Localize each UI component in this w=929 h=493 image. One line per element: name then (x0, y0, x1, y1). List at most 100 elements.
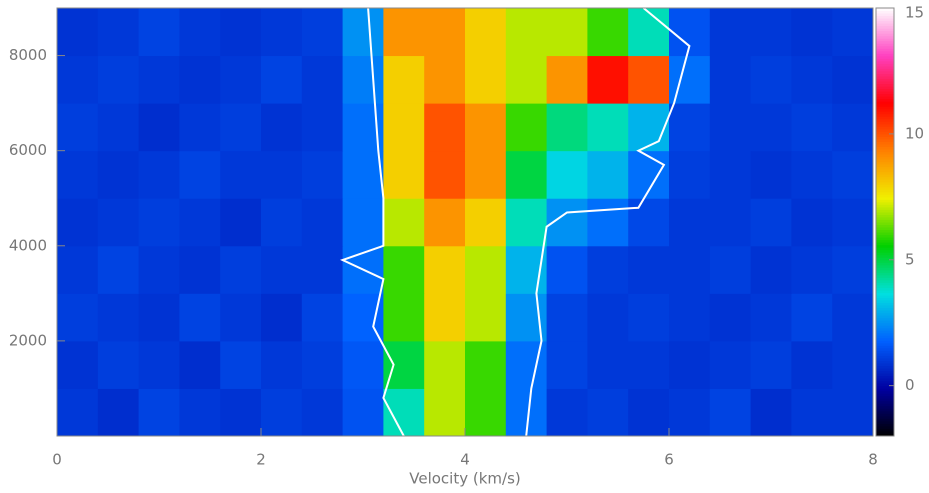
heat-cell (424, 245, 466, 294)
heat-cell (424, 340, 466, 389)
colorbar-step (876, 101, 894, 105)
colorbar-step (876, 20, 894, 24)
colorbar-step (876, 43, 894, 47)
heat-cell (791, 103, 833, 152)
colorbar-tick-label: 10 (905, 124, 924, 142)
heat-cell (220, 245, 262, 294)
heat-cell (342, 340, 384, 389)
heat-cell (832, 340, 874, 389)
heat-cell (179, 340, 221, 389)
colorbar-step (876, 375, 894, 379)
colorbar-step (876, 395, 894, 399)
colorbar-step (876, 350, 894, 354)
heat-cell (220, 388, 262, 437)
heat-cell (220, 340, 262, 389)
heat-cell (261, 293, 303, 342)
colorbar-step (876, 239, 894, 243)
heat-cell (628, 388, 670, 437)
colorbar-step (876, 325, 894, 329)
heat-cell (465, 340, 507, 389)
heat-cell (383, 245, 425, 294)
colorbar-step (876, 96, 894, 100)
colorbar-step (876, 302, 894, 306)
heat-cell (587, 245, 629, 294)
heat-cell (301, 55, 344, 104)
colorbar-step (876, 91, 894, 95)
colorbar-step (876, 269, 894, 273)
heat-cell (97, 340, 140, 389)
colorbar-tick-label: 0 (905, 376, 915, 394)
colorbar-step (876, 282, 894, 286)
heat-cell (424, 8, 466, 57)
heat-cell (587, 150, 629, 199)
colorbar-step (876, 50, 894, 54)
heat-cell (832, 103, 874, 152)
heat-cell (505, 55, 548, 104)
colorbar-step (876, 75, 894, 79)
heat-cell (465, 55, 507, 104)
colorbar-step (876, 189, 894, 193)
colorbar-step (876, 40, 894, 44)
colorbar-step (876, 184, 894, 188)
colorbar-step (876, 45, 894, 49)
colorbar-step (876, 405, 894, 409)
colorbar-step (876, 229, 894, 233)
heat-cell (261, 388, 303, 437)
colorbar-step (876, 151, 894, 155)
x-tick-label: 6 (664, 451, 674, 469)
heat-cell (97, 293, 140, 342)
heat-cell (179, 293, 221, 342)
y-tick-label: 8000 (9, 46, 47, 64)
colorbar-step (876, 53, 894, 57)
colorbar-tick-label: 5 (905, 250, 915, 268)
colorbar-step (876, 86, 894, 90)
colorbar-step (876, 315, 894, 319)
heat-cell (97, 55, 140, 104)
colorbar-step (876, 73, 894, 77)
colorbar-step (876, 232, 894, 236)
colorbar-step (876, 28, 894, 32)
colorbar-step (876, 259, 894, 263)
colorbar-step (876, 133, 894, 137)
heat-cell (587, 8, 629, 57)
colorbar-step (876, 216, 894, 220)
heat-cell (669, 340, 711, 389)
colorbar-step (876, 70, 894, 74)
heat-cell (261, 8, 303, 57)
heat-cell (57, 293, 99, 342)
colorbar-step (876, 300, 894, 304)
colorbar-step (876, 123, 894, 127)
colorbar-step (876, 131, 894, 135)
colorbar-step (876, 317, 894, 321)
heat-cell (505, 103, 548, 152)
heat-cell (628, 245, 670, 294)
heat-cell (57, 103, 99, 152)
heat-cell (220, 103, 262, 152)
x-axis-label: Velocity (km/s) (409, 470, 520, 488)
heat-cell (709, 55, 752, 104)
colorbar-step (876, 423, 894, 427)
heat-cell (342, 55, 384, 104)
heat-cell (628, 340, 670, 389)
heat-cell (97, 198, 140, 247)
heat-cell (791, 388, 833, 437)
heat-cell (342, 150, 384, 199)
colorbar-step (876, 161, 894, 165)
colorbar-step (876, 413, 894, 417)
heat-cell (465, 8, 507, 57)
heat-cell (709, 245, 752, 294)
colorbar-step (876, 385, 894, 389)
colorbar-step (876, 10, 894, 14)
colorbar-step (876, 390, 894, 394)
colorbar-step (876, 65, 894, 69)
heat-cell (220, 150, 262, 199)
heat-cell (179, 150, 221, 199)
colorbar-step (876, 68, 894, 72)
heat-cell (261, 198, 303, 247)
colorbar-step (876, 327, 894, 331)
colorbar-step (876, 143, 894, 147)
colorbar-step (876, 415, 894, 419)
colorbar-step (876, 18, 894, 22)
heat-cell (301, 150, 344, 199)
colorbar-step (876, 292, 894, 296)
